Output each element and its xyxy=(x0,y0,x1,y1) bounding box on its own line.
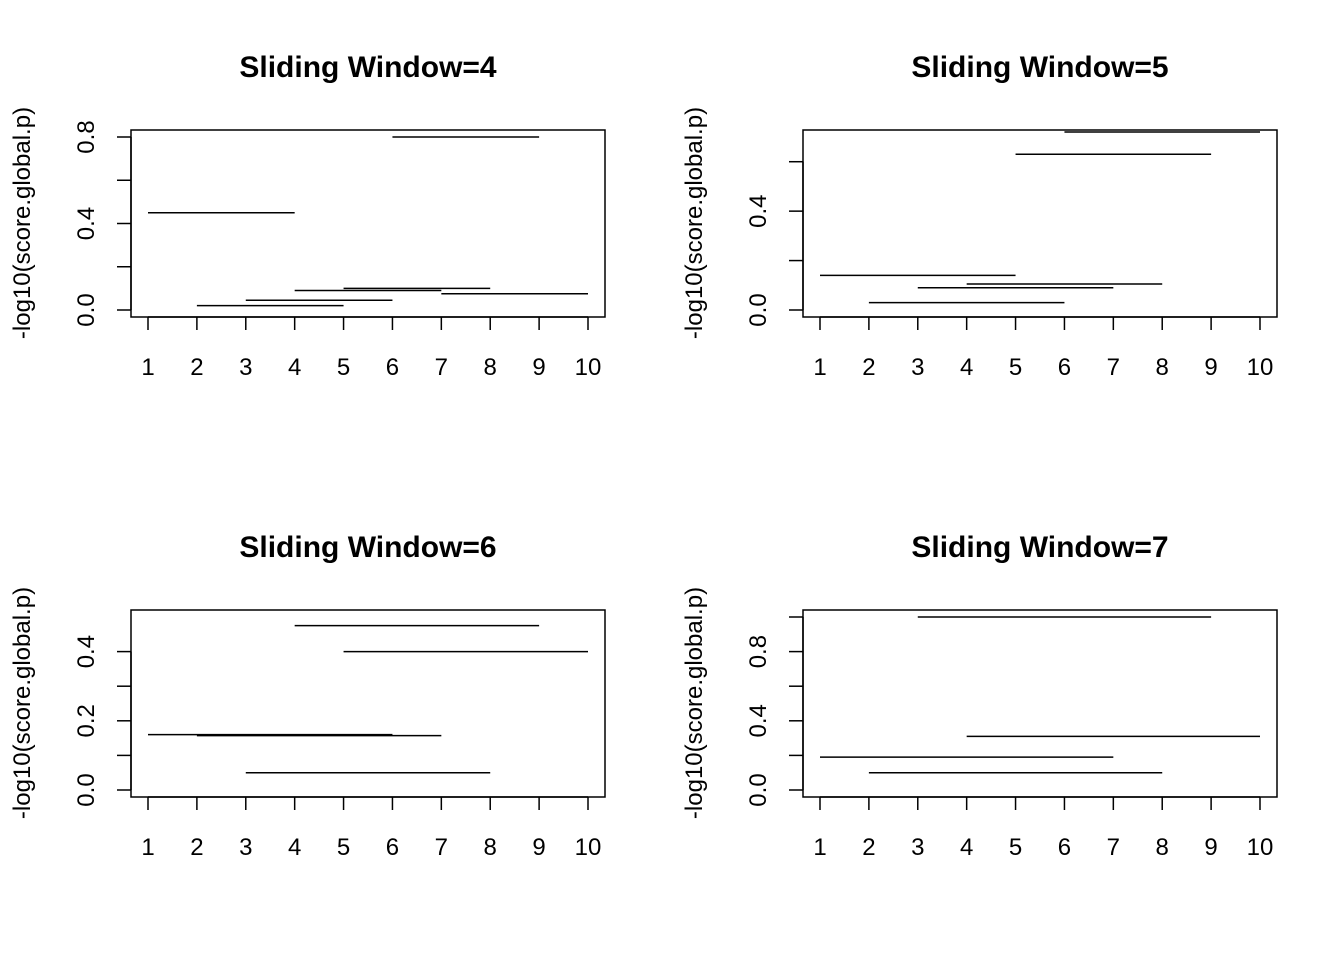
chart-panel-4: Sliding Window=7 1 2 3 4 5 6 7 8 9 10 0.0 0.4 0.8 -log… xyxy=(681,531,1278,861)
x-tick-label: 4 xyxy=(960,834,973,861)
x-tick-label: 10 xyxy=(1247,834,1274,861)
x-tick-label: 8 xyxy=(1156,834,1169,861)
x-tick-label: 5 xyxy=(337,354,350,381)
y-axis-title: -log10(score.global.p) xyxy=(681,587,708,819)
y-tick-label: 0.0 xyxy=(745,293,772,326)
x-tick-label: 1 xyxy=(813,354,826,381)
y-tick-label: 0.0 xyxy=(73,773,100,806)
x-tick-label: 4 xyxy=(288,834,301,861)
x-tick-label: 2 xyxy=(190,834,203,861)
x-tick-label: 4 xyxy=(960,354,973,381)
x-tick-label: 6 xyxy=(386,834,399,861)
x-tick-label: 10 xyxy=(575,834,602,861)
x-tick-label: 9 xyxy=(1204,834,1217,861)
y-tick-label: 0.4 xyxy=(745,704,772,737)
x-tick-label: 8 xyxy=(1156,354,1169,381)
x-tick-label: 2 xyxy=(862,834,875,861)
chart-panel-1: Sliding Window=4 1 2 3 4 5 6 7 8 9 10 0.0 0.4 0.8 -log… xyxy=(9,51,606,381)
chart-panel-2: Sliding Window=5 1 2 3 4 5 6 7 8 9 10 0.0 0.4 -log10(… xyxy=(681,51,1278,381)
y-tick-label: 0.8 xyxy=(745,635,772,668)
chart-title: Sliding Window=6 xyxy=(239,531,496,564)
x-tick-label: 8 xyxy=(484,834,497,861)
plot-frame xyxy=(802,129,1278,318)
x-tick-label: 3 xyxy=(911,834,924,861)
x-tick-label: 7 xyxy=(1107,354,1120,381)
x-tick-label: 5 xyxy=(337,834,350,861)
x-tick-label: 9 xyxy=(532,834,545,861)
chart-title: Sliding Window=7 xyxy=(911,531,1168,564)
x-tick-label: 10 xyxy=(575,354,602,381)
x-tick-label: 5 xyxy=(1009,834,1022,861)
x-tick-label: 2 xyxy=(190,354,203,381)
plot-frame xyxy=(130,609,606,798)
y-tick-label: 0.4 xyxy=(73,635,100,668)
y-tick-label: 0.0 xyxy=(73,293,100,326)
x-tick-label: 3 xyxy=(911,354,924,381)
chart-title: Sliding Window=4 xyxy=(239,51,497,84)
x-tick-label: 7 xyxy=(435,834,448,861)
y-tick-label: 0.0 xyxy=(745,773,772,806)
x-tick-label: 9 xyxy=(532,354,545,381)
x-tick-label: 2 xyxy=(862,354,875,381)
x-tick-label: 1 xyxy=(141,354,154,381)
y-tick-label: 0.4 xyxy=(73,207,100,240)
x-tick-label: 6 xyxy=(386,354,399,381)
x-tick-label: 5 xyxy=(1009,354,1022,381)
x-tick-label: 1 xyxy=(141,834,154,861)
x-tick-label: 6 xyxy=(1058,834,1071,861)
y-axis-title: -log10(score.global.p) xyxy=(681,107,708,339)
x-tick-label: 9 xyxy=(1204,354,1217,381)
x-tick-label: 6 xyxy=(1058,354,1071,381)
x-tick-label: 10 xyxy=(1247,354,1274,381)
y-tick-label: 0.8 xyxy=(73,120,100,153)
x-tick-label: 1 xyxy=(813,834,826,861)
x-tick-label: 4 xyxy=(288,354,301,381)
x-tick-label: 7 xyxy=(435,354,448,381)
y-axis-title: -log10(score.global.p) xyxy=(9,587,36,819)
chart-panel-3: Sliding Window=6 1 2 3 4 5 6 7 8 9 10 0.0 0.2 0.4 -log… xyxy=(9,531,606,861)
plot-frame xyxy=(802,609,1278,798)
x-tick-label: 8 xyxy=(484,354,497,381)
y-tick-label: 0.4 xyxy=(745,194,772,227)
chart-title: Sliding Window=5 xyxy=(911,51,1168,84)
x-tick-label: 3 xyxy=(239,834,252,861)
y-axis-title: -log10(score.global.p) xyxy=(9,107,36,339)
x-tick-label: 3 xyxy=(239,354,252,381)
x-tick-label: 7 xyxy=(1107,834,1120,861)
y-tick-label: 0.2 xyxy=(73,704,100,737)
